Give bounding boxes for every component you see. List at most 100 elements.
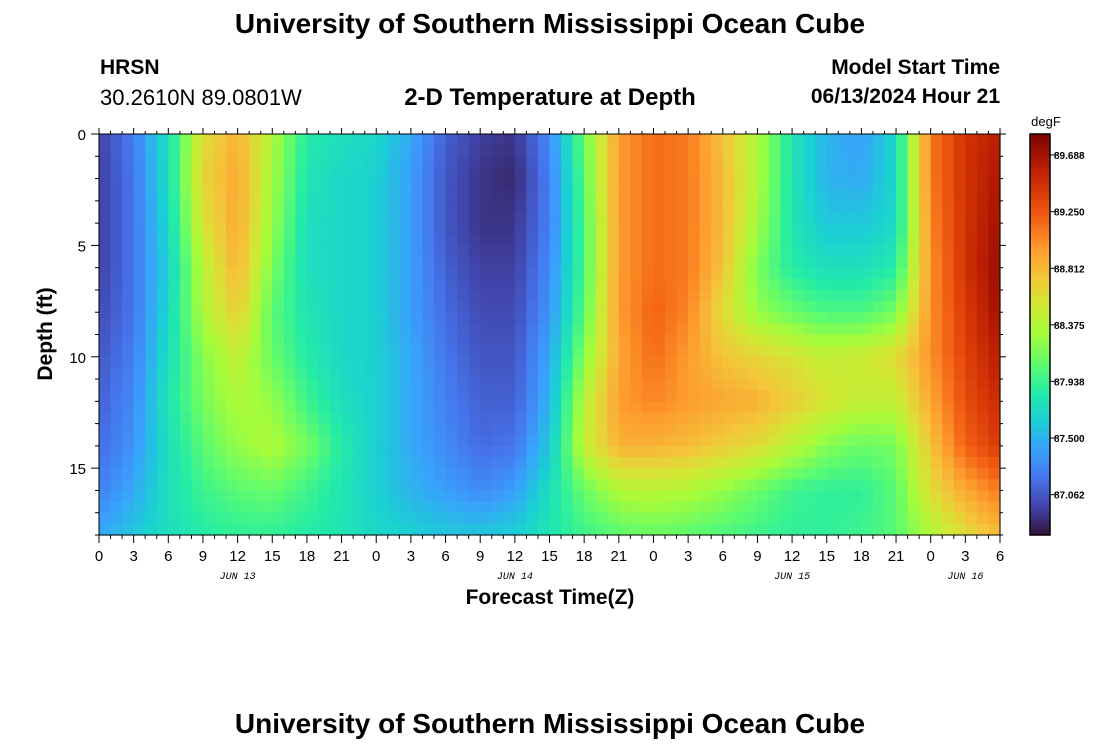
heatmap-cell <box>896 379 909 391</box>
heatmap-cell <box>283 156 296 169</box>
heatmap-cell <box>387 301 400 313</box>
heatmap-cell <box>838 390 851 402</box>
heatmap-cell <box>237 167 250 180</box>
heatmap-cell <box>768 379 782 391</box>
heatmap-cell <box>803 245 816 258</box>
heatmap-cell <box>226 434 239 447</box>
heatmap-cell <box>572 234 585 246</box>
heatmap-cell <box>780 356 793 369</box>
heatmap-cell <box>272 468 285 480</box>
heatmap-cell <box>410 445 424 458</box>
heatmap-cell <box>618 312 631 324</box>
heatmap-cell <box>249 289 262 302</box>
heatmap-cell <box>491 512 504 525</box>
heatmap-cell <box>295 367 308 380</box>
heatmap-cell <box>884 278 897 291</box>
heatmap-cell <box>283 423 296 436</box>
heatmap-cell <box>653 234 666 246</box>
heatmap-cell <box>156 178 169 191</box>
heatmap-cell <box>156 301 169 313</box>
heatmap-cell <box>688 167 701 180</box>
heatmap-cell <box>792 523 805 536</box>
heatmap-cell <box>607 423 620 436</box>
heatmap-cell <box>341 223 354 235</box>
heatmap-cell <box>422 457 435 469</box>
heatmap-cell <box>133 256 146 269</box>
heatmap-cell <box>872 234 886 246</box>
heatmap-cell <box>249 468 262 480</box>
heatmap-cell <box>341 234 354 246</box>
heatmap-cell <box>341 423 354 436</box>
heatmap-cell <box>757 234 770 246</box>
heatmap-cell <box>861 234 874 246</box>
heatmap-cell <box>595 390 608 402</box>
heatmap-cell <box>214 156 227 169</box>
heatmap-cell <box>99 390 112 402</box>
heatmap-cell <box>514 312 527 324</box>
heatmap-cell <box>387 278 400 291</box>
heatmap-cell <box>168 289 181 302</box>
heatmap-cell <box>468 490 481 503</box>
heatmap-cell <box>930 445 943 458</box>
heatmap-cell <box>179 512 193 525</box>
heatmap-cell <box>537 412 551 425</box>
heatmap-cell <box>676 267 689 280</box>
heatmap-cell <box>491 423 504 436</box>
heatmap-cell <box>202 312 216 324</box>
heatmap-cell <box>480 312 493 324</box>
heatmap-cell <box>214 401 227 414</box>
heatmap-cell <box>826 457 839 469</box>
heatmap-cell <box>780 134 793 146</box>
heatmap-cell <box>595 278 608 291</box>
heatmap-cell <box>930 479 943 492</box>
heatmap-cell <box>618 200 631 213</box>
heatmap-cell <box>838 167 851 180</box>
heatmap-cell <box>792 423 805 436</box>
heatmap-cell <box>457 423 470 436</box>
colorbar-ticks: 89.68889.25088.81288.37587.93887.50087.0… <box>1050 151 1085 502</box>
heatmap-cell <box>387 245 400 258</box>
heatmap-cell <box>572 223 585 235</box>
heatmap-cell <box>768 301 782 313</box>
heatmap-cell <box>953 245 966 258</box>
heatmap-cell <box>364 267 377 280</box>
heatmap-cell <box>410 434 424 447</box>
heatmap-cell <box>468 356 481 369</box>
heatmap-cell <box>445 267 458 280</box>
heatmap-cell <box>445 367 458 380</box>
heatmap-cell <box>745 479 759 492</box>
heatmap-cell <box>399 211 412 224</box>
heatmap-cell <box>665 468 678 480</box>
heatmap-cell <box>202 267 216 280</box>
heatmap-cell <box>330 345 343 358</box>
heatmap-cell <box>191 134 204 146</box>
heatmap-cell <box>653 223 666 235</box>
heatmap-cell <box>665 423 678 436</box>
heatmap-cell <box>607 256 620 269</box>
heatmap-cell <box>653 356 666 369</box>
heatmap-cell <box>815 301 828 313</box>
heatmap-cell <box>618 468 631 480</box>
heatmap-cell <box>480 178 493 191</box>
heatmap-cell <box>976 178 990 191</box>
heatmap-cell <box>676 490 689 503</box>
heatmap-cell <box>457 356 470 369</box>
heatmap-cell <box>965 379 978 391</box>
heatmap-cell <box>433 468 447 480</box>
heatmap-cell <box>595 468 608 480</box>
heatmap-cell <box>168 200 181 213</box>
heatmap-cell <box>202 189 216 202</box>
heatmap-cell <box>133 445 146 458</box>
heatmap-cell <box>249 301 262 313</box>
heatmap-cell <box>676 289 689 302</box>
heatmap-cell <box>122 234 135 246</box>
heatmap-cell <box>457 245 470 258</box>
heatmap-cell <box>630 211 643 224</box>
heatmap-cell <box>99 423 112 436</box>
heatmap-cell <box>734 356 747 369</box>
heatmap-cell <box>815 468 828 480</box>
heatmap-cell <box>399 134 412 146</box>
heatmap-cell <box>630 200 643 213</box>
heatmap-cell <box>711 356 724 369</box>
heatmap-cell <box>237 479 250 492</box>
